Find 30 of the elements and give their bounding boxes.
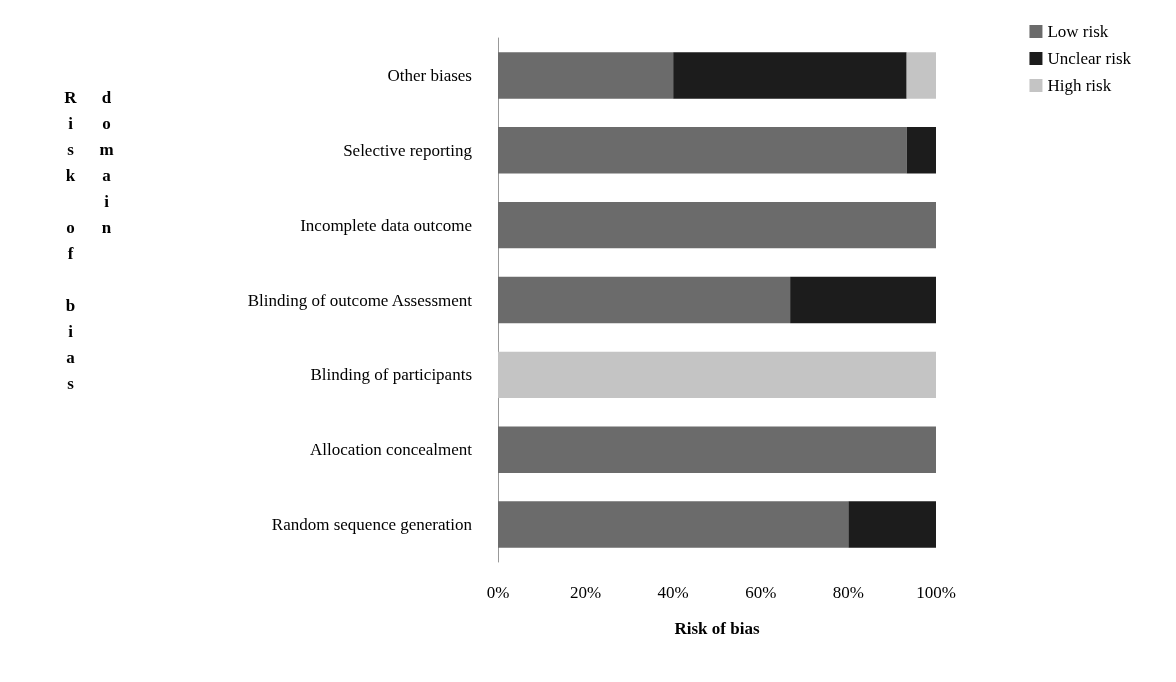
y-tick-label: Allocation concealment [310,440,473,460]
y-tick-label: Other biases [387,65,472,85]
x-tick-label: 0% [486,583,510,602]
y-tick-label: Blinding of outcome Assessment [247,290,473,310]
bar [906,52,936,99]
bar [673,52,907,99]
legend-label: Low risk [1047,22,1109,41]
bar [498,426,936,473]
bar [498,276,791,324]
x-tick-label: 40% [657,583,689,602]
y-tick-label: Selective reporting [343,140,473,160]
x-tick-label: 100% [916,583,956,602]
x-axis-title: Risk of bias [674,619,760,638]
bar [790,276,936,324]
y-tick-label: Incomplete data outcome [300,215,472,235]
bar [906,127,936,174]
legend-label: High risk [1047,76,1112,95]
bar [498,127,907,174]
y-tick-label: Random sequence generation [271,515,473,535]
bar [498,201,936,249]
y-tick-label: Blinding of participants [310,365,472,385]
x-tick-label: 20% [570,583,602,602]
text: Risk of bias domain [60,88,117,402]
bar [498,501,849,548]
bar [498,52,674,99]
legend-label: Unclear risk [1047,49,1132,68]
x-tick-label: 80% [832,583,864,602]
bar [498,351,936,399]
bar [848,501,936,548]
x-tick-label: 60% [745,583,777,602]
